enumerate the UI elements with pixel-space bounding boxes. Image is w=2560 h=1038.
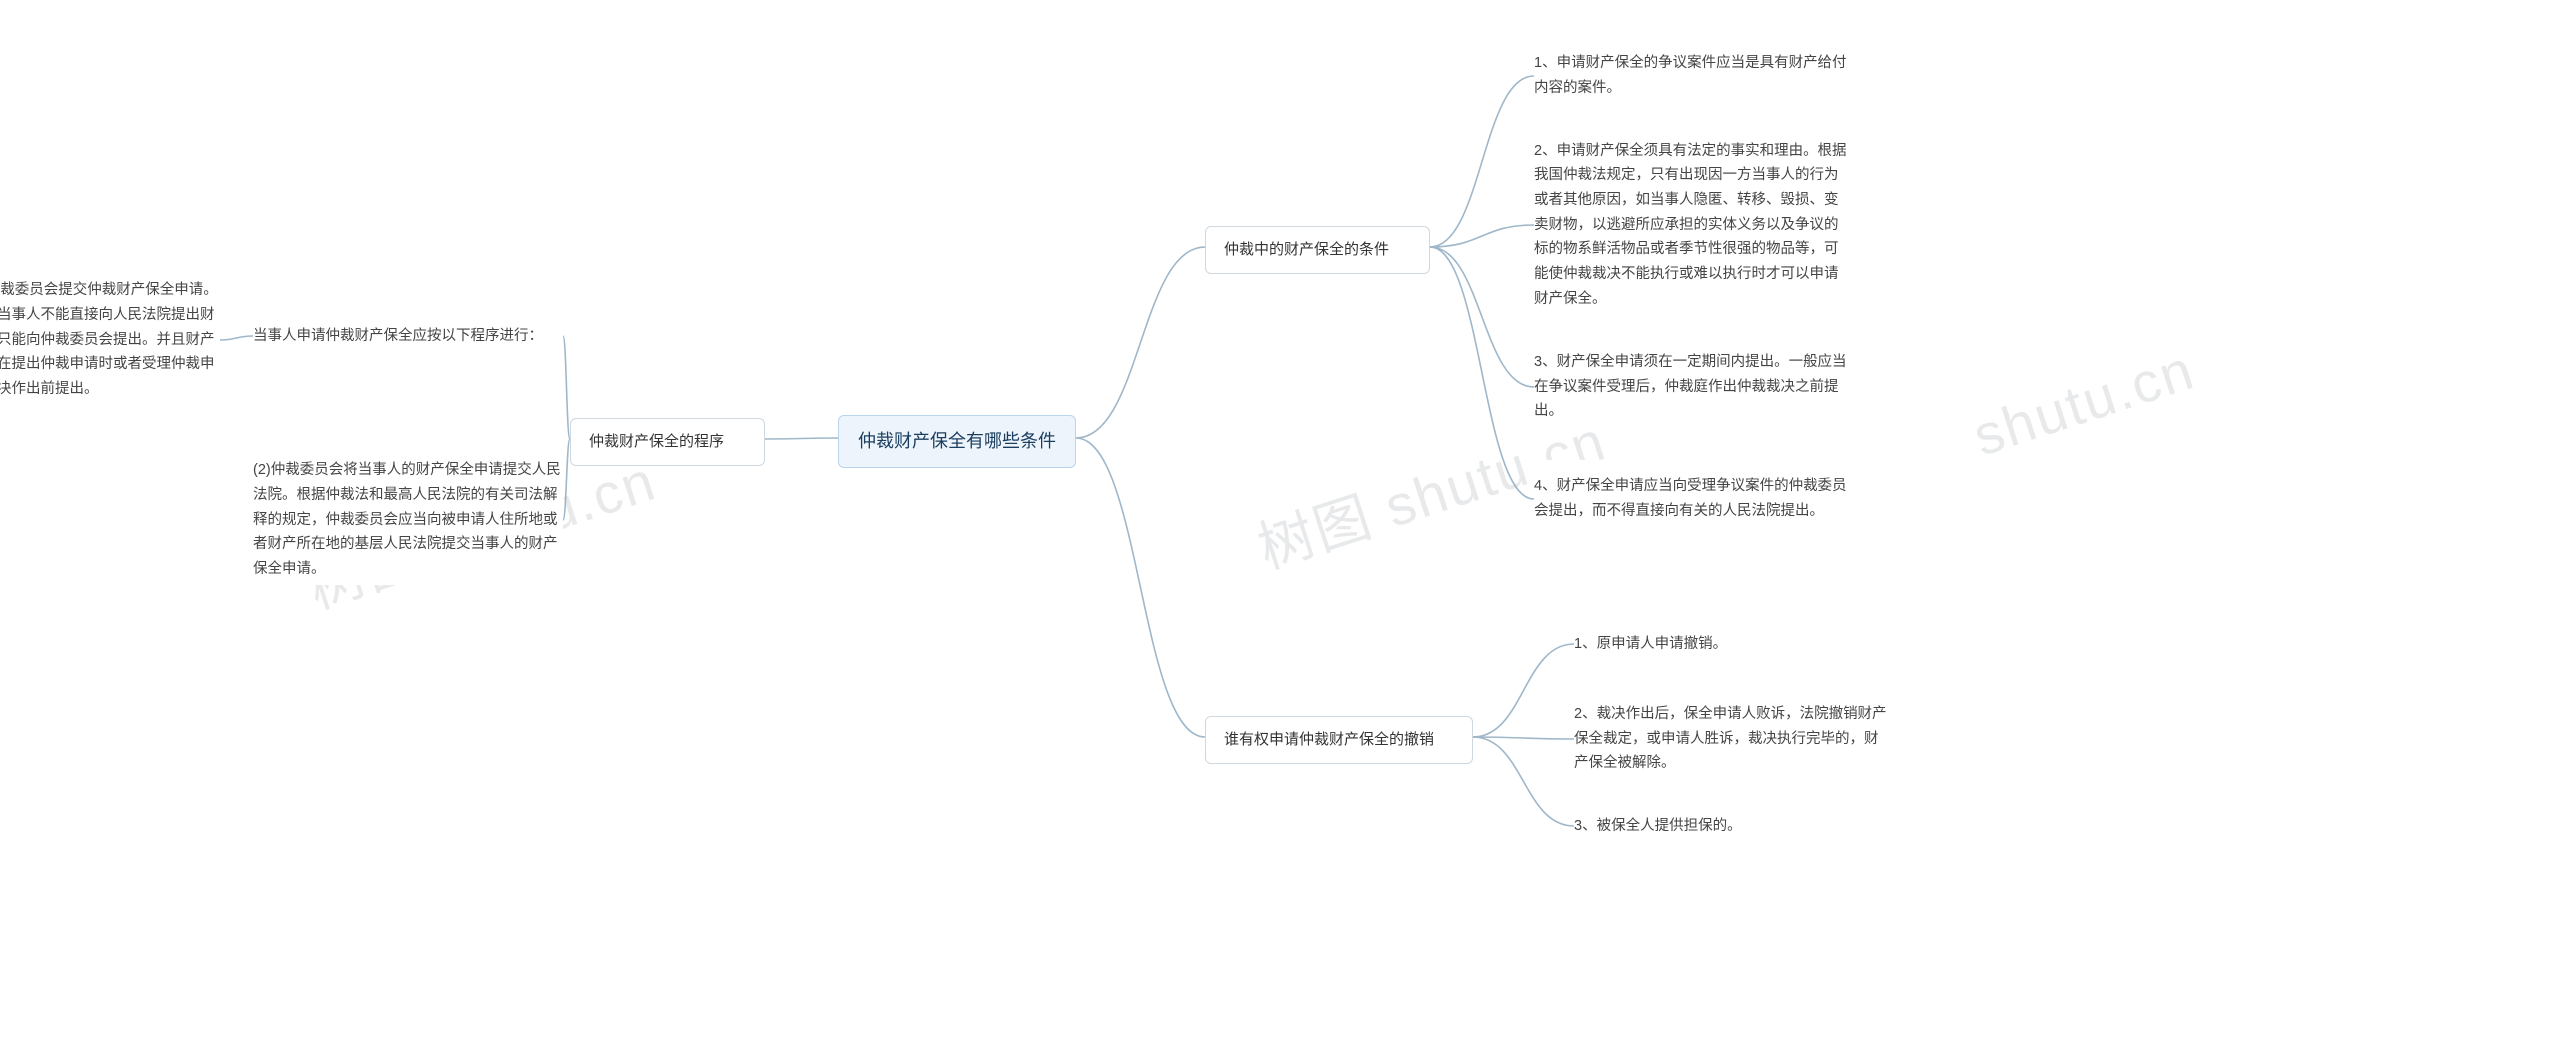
leaf-condition-3: 3、财产保全申请须在一定期间内提出。一般应当在争议案件受理后，仲裁庭作出仲裁裁决… xyxy=(1534,348,1849,426)
leaf-text: 2、裁决作出后，保全申请人败诉，法院撤销财产保全裁定，或申请人胜诉，裁决执行完毕… xyxy=(1574,702,1889,776)
leaf-condition-4: 4、财产保全申请应当向受理争议案件的仲裁委员会提出，而不得直接向有关的人民法院提… xyxy=(1534,460,1849,538)
branch-conditions[interactable]: 仲裁中的财产保全的条件 xyxy=(1205,226,1430,274)
leaf-condition-1: 1、申请财产保全的争议案件应当是具有财产给付内容的案件。 xyxy=(1534,50,1849,102)
watermark-3: shutu.cn xyxy=(1966,336,2203,468)
root-label: 仲裁财产保全有哪些条件 xyxy=(858,426,1056,457)
leaf-text: 4、财产保全申请应当向受理争议案件的仲裁委员会提出，而不得直接向有关的人民法院提… xyxy=(1534,474,1849,523)
branch-procedure[interactable]: 仲裁财产保全的程序 xyxy=(570,418,765,466)
leaf-revocation-1: 1、原申请人申请撤销。 xyxy=(1574,630,1874,658)
leaf-condition-2: 2、申请财产保全须具有法定的事实和理由。根据我国仲裁法规定，只有出现因一方当事人… xyxy=(1534,135,1852,315)
leaf-text: 1、申请财产保全的争议案件应当是具有财产给付内容的案件。 xyxy=(1534,51,1849,100)
leaf-text: 当事人申请仲裁财产保全应按以下程序进行： xyxy=(253,324,563,349)
branch-label: 谁有权申请仲裁财产保全的撤销 xyxy=(1224,727,1434,753)
leaf-procedure-step2: (2)仲裁委员会将当事人的财产保全申请提交人民法院。根据仲裁法和最高人民法院的有… xyxy=(253,455,563,585)
leaf-revocation-3: 3、被保全人提供担保的。 xyxy=(1574,812,1874,840)
branch-revocation[interactable]: 谁有权申请仲裁财产保全的撤销 xyxy=(1205,716,1473,764)
leaf-text: 3、被保全人提供担保的。 xyxy=(1574,814,1874,839)
branch-label: 仲裁中的财产保全的条件 xyxy=(1224,237,1389,263)
leaf-text: 1、原申请人申请撤销。 xyxy=(1574,632,1874,657)
mindmap-canvas: 树图 shutu.cn 树图 shutu.cn shutu.cn 仲裁财产保全有… xyxy=(0,0,2560,1038)
branch-label: 仲裁财产保全的程序 xyxy=(589,429,724,455)
leaf-text: (1)当事人向仲裁委员会提交仲裁财产保全申请。仲裁过程中，当事人不能直接向人民法… xyxy=(0,278,220,401)
leaf-text: (2)仲裁委员会将当事人的财产保全申请提交人民法院。根据仲裁法和最高人民法院的有… xyxy=(253,458,563,581)
leaf-text: 3、财产保全申请须在一定期间内提出。一般应当在争议案件受理后，仲裁庭作出仲裁裁决… xyxy=(1534,350,1849,424)
leaf-procedure-intro: 当事人申请仲裁财产保全应按以下程序进行： xyxy=(253,322,563,350)
leaf-text: 2、申请财产保全须具有法定的事实和理由。根据我国仲裁法规定，只有出现因一方当事人… xyxy=(1534,139,1852,311)
leaf-revocation-2: 2、裁决作出后，保全申请人败诉，法院撤销财产保全裁定，或申请人胜诉，裁决执行完毕… xyxy=(1574,700,1889,778)
root-node[interactable]: 仲裁财产保全有哪些条件 xyxy=(838,415,1076,468)
leaf-procedure-step1: (1)当事人向仲裁委员会提交仲裁财产保全申请。仲裁过程中，当事人不能直接向人民法… xyxy=(0,275,220,405)
